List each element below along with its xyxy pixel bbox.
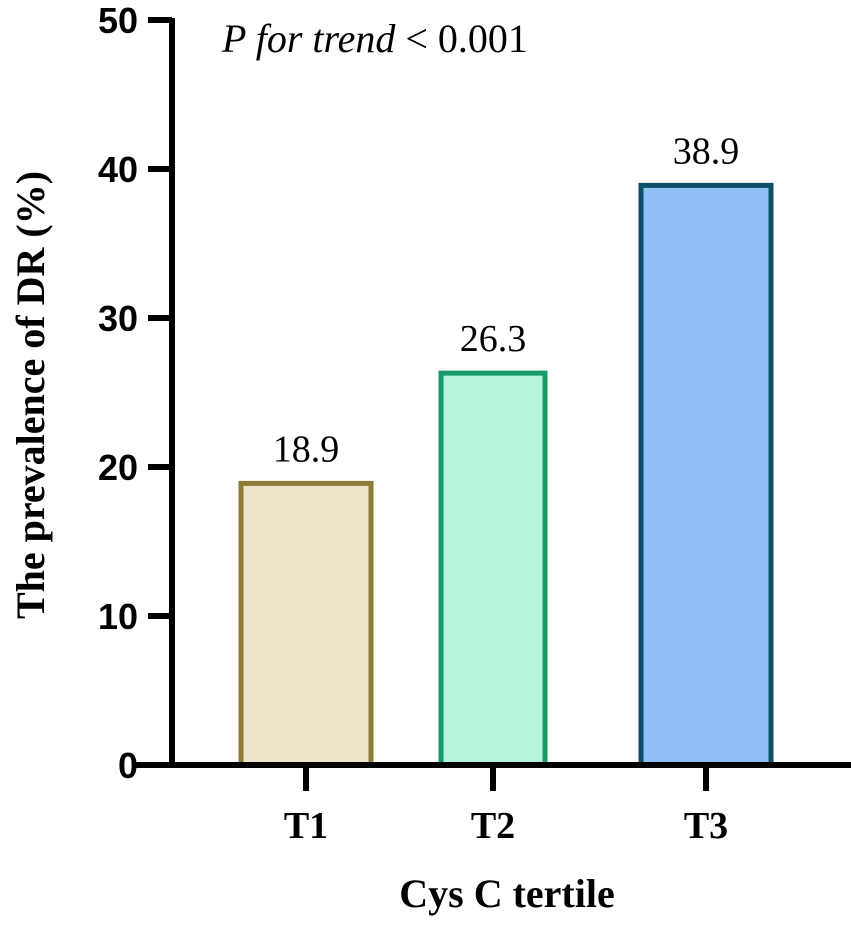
x-ticks-group: T1 T2 T3 [284, 765, 728, 847]
value-label-t1: 18.9 [273, 428, 340, 470]
p-trend-annotation: P for trend < 0.001 [221, 16, 528, 61]
value-label-t2: 26.3 [460, 318, 527, 360]
x-tick-label-t1: T1 [284, 805, 328, 847]
bar-t1 [238, 480, 374, 768]
x-tick-label-t3: T3 [684, 805, 728, 847]
bar-t3 [638, 182, 774, 768]
y-tick-label: 40 [98, 149, 138, 190]
y-tick-label: 50 [98, 0, 138, 41]
y-axis-title: The prevalence of DR (%) [8, 171, 53, 619]
p-trend-label: P for trend [221, 16, 396, 61]
bar-t2 [438, 370, 548, 768]
y-tick-label: 0 [118, 745, 138, 786]
bars-group: 18.9 26.3 38.9 [238, 130, 774, 768]
x-axis-title: Cys C tertile [399, 871, 614, 916]
x-tick-label-t2: T2 [471, 805, 515, 847]
y-tick-label: 10 [98, 596, 138, 637]
y-tick-label: 30 [98, 298, 138, 339]
p-trend-value: < 0.001 [395, 16, 528, 61]
value-label-t3: 38.9 [673, 130, 740, 172]
y-tick-label: 20 [98, 447, 138, 488]
y-ticks-group: 0 10 20 30 40 50 [98, 0, 172, 786]
